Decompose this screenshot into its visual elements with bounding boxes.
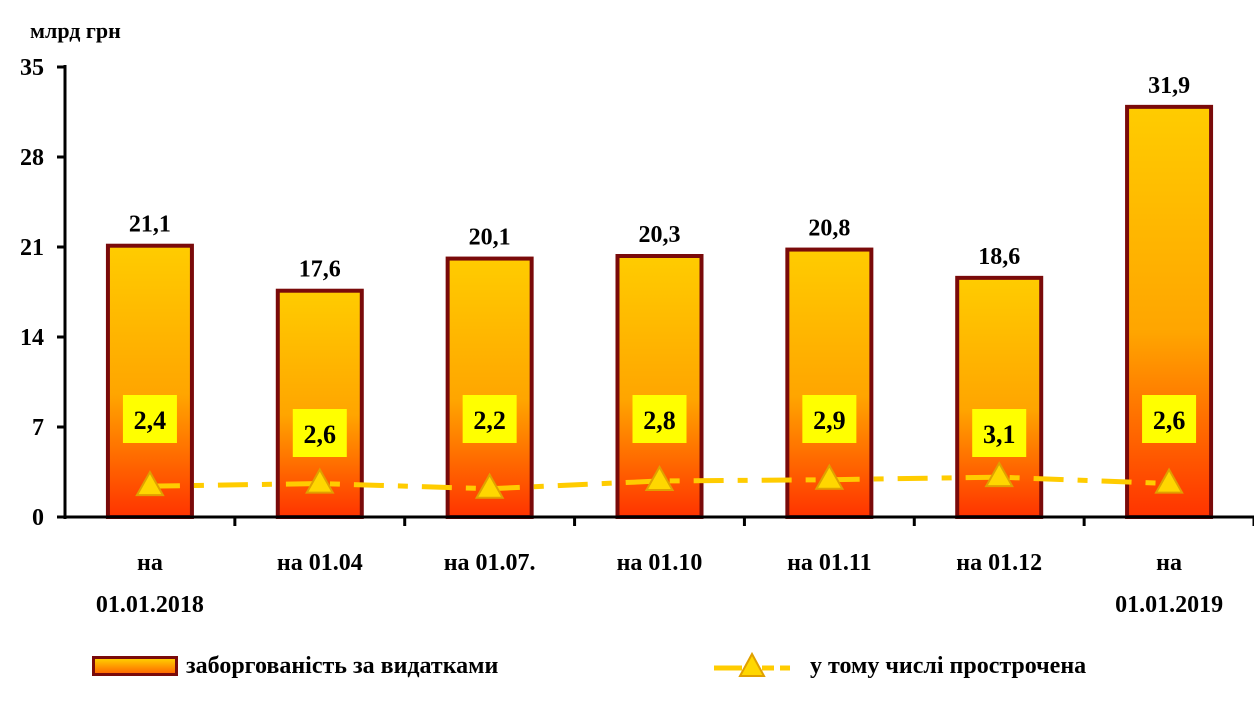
y-tick-label-0: 0 <box>32 505 44 531</box>
x-tick-label-2: на 01.07. <box>444 550 536 576</box>
overdue-label-bg-2 <box>462 395 517 443</box>
bar-value-label-1: 17,6 <box>299 257 341 283</box>
y-tick-label-2: 14 <box>20 325 44 351</box>
x-tick-label-1: на 01.04 <box>277 550 363 576</box>
overdue-value-label-3: 2,8 <box>643 406 676 435</box>
overdue-marker-4 <box>814 463 845 490</box>
y-tick-label-5: 35 <box>20 55 44 81</box>
overdue-label-bg-6 <box>1142 395 1197 443</box>
overdue-value-label-0: 2,4 <box>134 406 167 435</box>
y-tick-label-3: 21 <box>20 235 44 261</box>
bar-value-label-0: 21,1 <box>129 212 171 238</box>
legend-bar-swatch <box>92 656 178 676</box>
x-tick-label-4: на 01.11 <box>787 550 872 576</box>
y-tick-label-4: 28 <box>20 145 44 171</box>
bar-value-label-2: 20,1 <box>469 225 511 251</box>
overdue-value-label-4: 2,9 <box>813 406 846 435</box>
overdue-marker-2 <box>474 472 505 499</box>
x-tick-label-5: на 01.12 <box>956 550 1042 576</box>
overdue-marker-1 <box>305 467 335 494</box>
bar-value-label-3: 20,3 <box>639 222 681 248</box>
overdue-marker-0 <box>135 470 165 497</box>
chart-svg: 0 7 14 21 28 35 на 01.01.2018 на 01.04 на 01.07. н… <box>20 55 1254 618</box>
legend-line-swatch <box>714 651 790 677</box>
bar-6 <box>1125 104 1214 519</box>
bar-value-label-5: 18,6 <box>978 244 1020 270</box>
legend-line-label: у тому числі прострочена <box>810 652 1087 679</box>
overdue-value-label-6: 2,6 <box>1153 406 1186 435</box>
overdue-label-bg-5 <box>972 409 1027 457</box>
overdue-marker-6 <box>1154 467 1184 494</box>
y-axis-unit-label: млрд грн <box>30 18 121 43</box>
legend-item-bars: заборгованість за видатками <box>92 646 498 686</box>
y-tick-label-1: 7 <box>32 415 44 441</box>
overdue-marker-3 <box>644 464 675 491</box>
overdue-label-bg-3 <box>632 395 687 443</box>
bar-value-label-4: 20,8 <box>808 216 850 242</box>
legend-item-line: у тому числі прострочена <box>712 646 1086 686</box>
x-tick-label-6: на 01.01.2019 <box>1115 550 1223 618</box>
overdue-marker-5 <box>984 461 1014 488</box>
overdue-value-label-1: 2,6 <box>304 420 337 449</box>
overdue-value-label-2: 2,2 <box>473 406 506 435</box>
bar-value-label-6: 31,9 <box>1148 73 1190 99</box>
x-tick-label-0: на 01.01.2018 <box>96 550 204 618</box>
overdue-label-bg-0 <box>122 395 177 443</box>
overdue-label-bg-4 <box>802 395 857 443</box>
overdue-value-label-5: 3,1 <box>983 420 1016 449</box>
x-tick-label-3: на 01.10 <box>617 550 703 576</box>
overdue-label-bg-1 <box>292 409 347 457</box>
legend-bar-label: заборгованість за видатками <box>186 652 499 679</box>
